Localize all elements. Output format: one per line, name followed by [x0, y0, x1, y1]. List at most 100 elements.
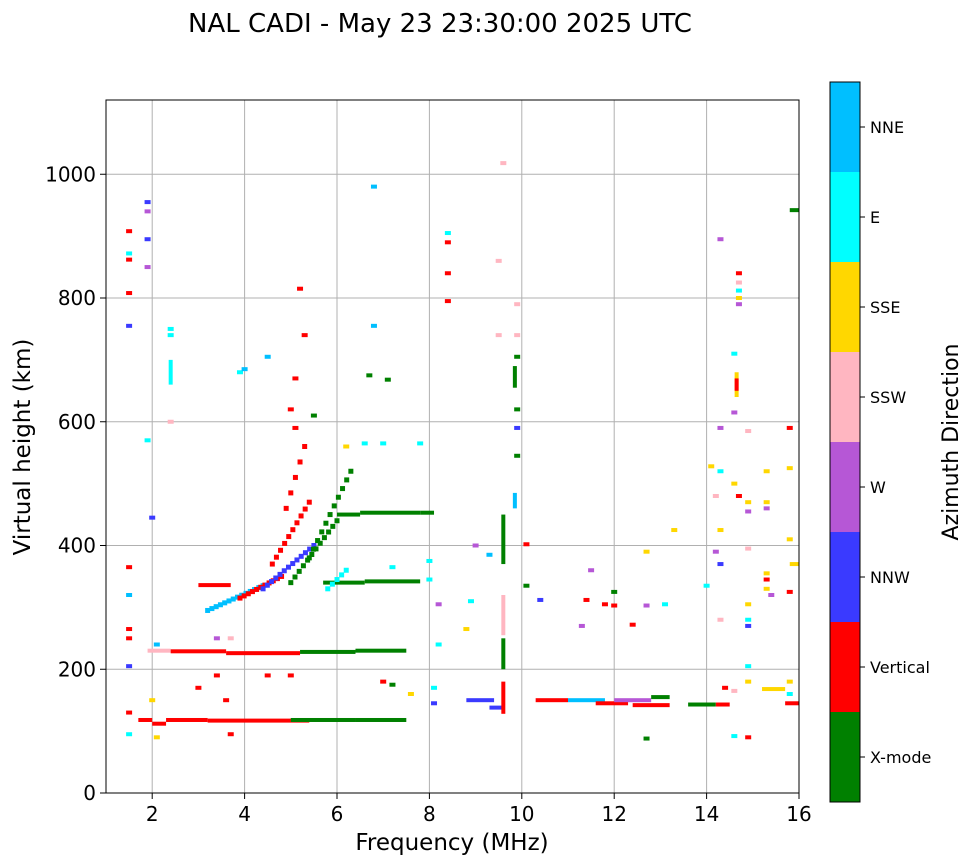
vertical-trace: [512, 492, 517, 509]
echo-point: [144, 209, 151, 214]
echo-point: [523, 583, 530, 588]
colorbar-tick-label: SSE: [870, 298, 900, 317]
trace-segment: [166, 717, 208, 722]
echo-point: [227, 732, 234, 737]
colorbar-tick-label: X-mode: [870, 748, 931, 767]
echo-point: [768, 593, 775, 597]
echo-point: [213, 673, 220, 678]
vertical-trace: [501, 595, 506, 636]
echo-point: [735, 494, 742, 498]
vertical-trace: [512, 366, 517, 388]
diagonal-trace-point: [230, 596, 236, 602]
echo-point: [126, 229, 133, 234]
echo-point: [717, 617, 724, 622]
echo-point: [712, 494, 719, 498]
grid-lines: [106, 100, 800, 794]
echo-point: [735, 288, 742, 293]
echo-point: [712, 549, 719, 554]
diagonal-trace-point: [281, 568, 287, 574]
echo-point: [126, 636, 133, 641]
echo-point: [297, 286, 304, 291]
echo-point: [500, 161, 507, 166]
echo-point: [786, 692, 793, 696]
diagonal-trace-point: [294, 520, 300, 526]
diagonal-trace-point: [213, 604, 219, 610]
echo-point: [745, 664, 752, 669]
echo-point: [444, 231, 451, 236]
echo-point: [745, 735, 752, 740]
diagonal-trace-point: [222, 600, 228, 606]
x-tick-label: 8: [423, 802, 436, 826]
diagonal-trace-point: [326, 529, 332, 535]
echo-point: [370, 323, 377, 328]
diagonal-trace-point: [307, 546, 313, 552]
diagonal-trace-point: [331, 503, 337, 509]
diagonal-trace-point: [282, 540, 288, 546]
diagonal-trace-point: [343, 567, 349, 573]
trace-segment: [337, 512, 361, 517]
diagonal-trace-point: [285, 564, 291, 570]
trace-segment: [300, 649, 356, 654]
echo-point: [629, 622, 636, 627]
trace-segment: [466, 698, 495, 703]
diagonal-trace-point: [327, 512, 333, 518]
y-tick-label: 600: [58, 410, 96, 434]
echo-point: [717, 425, 724, 430]
echo-point: [643, 736, 650, 741]
trace-segment: [207, 718, 310, 723]
echo-point: [301, 333, 308, 338]
diagonal-trace-point: [294, 557, 300, 563]
diagonal-trace-point: [339, 572, 345, 578]
echo-point: [763, 586, 770, 591]
x-tick-label: 10: [509, 802, 534, 826]
x-axis-label: Frequency (MHz): [355, 830, 548, 856]
colorbar-swatch: [830, 172, 860, 262]
trace-segment: [789, 562, 799, 567]
colorbar-swatch: [830, 352, 860, 442]
diagonal-trace-point: [300, 563, 306, 569]
echo-point: [745, 617, 752, 622]
echo-point: [167, 326, 174, 331]
echo-point: [708, 464, 715, 469]
echo-point: [722, 685, 729, 690]
trace-segment: [762, 687, 786, 692]
echo-point: [467, 599, 474, 604]
echo-point: [126, 251, 133, 256]
echo-point: [149, 515, 156, 520]
colorbar-swatch: [830, 712, 860, 802]
echo-point: [223, 698, 230, 703]
echo-point: [126, 664, 133, 669]
colorbar-swatch: [830, 532, 860, 622]
echo-point: [167, 419, 174, 424]
diagonal-trace-point: [325, 586, 331, 592]
x-axis: 2 4 6 8 10 12 14 16: [146, 793, 812, 826]
colorbar-tick-label: SSW: [870, 388, 906, 407]
diagonal-trace-point: [334, 518, 340, 524]
echo-point: [745, 509, 752, 514]
y-axis-label: Virtual height (km): [10, 339, 36, 556]
colorbar-tick-label: NNW: [870, 568, 910, 587]
echo-point: [195, 685, 202, 690]
echo-point: [735, 271, 742, 276]
diagonal-trace-point: [269, 579, 275, 585]
y-tick-label: 800: [58, 286, 96, 310]
echo-point: [731, 481, 738, 486]
diagonal-trace-point: [302, 506, 308, 512]
echo-point: [144, 438, 151, 443]
echo-point: [731, 351, 738, 356]
echo-point: [588, 568, 595, 573]
echo-point: [236, 370, 243, 375]
trace-segment: [290, 717, 356, 722]
plot-area: [105, 99, 800, 794]
diagonal-trace-point: [237, 595, 243, 601]
echo-point: [537, 597, 544, 602]
echo-point: [486, 552, 493, 557]
colorbar-swatch: [830, 82, 860, 172]
diagonal-trace-point: [313, 546, 319, 552]
echo-point: [735, 280, 742, 285]
trace-segment: [789, 208, 799, 213]
trace-segment: [323, 580, 365, 585]
echo-point: [213, 636, 220, 641]
echo-point: [763, 506, 770, 511]
echo-point: [426, 558, 433, 563]
